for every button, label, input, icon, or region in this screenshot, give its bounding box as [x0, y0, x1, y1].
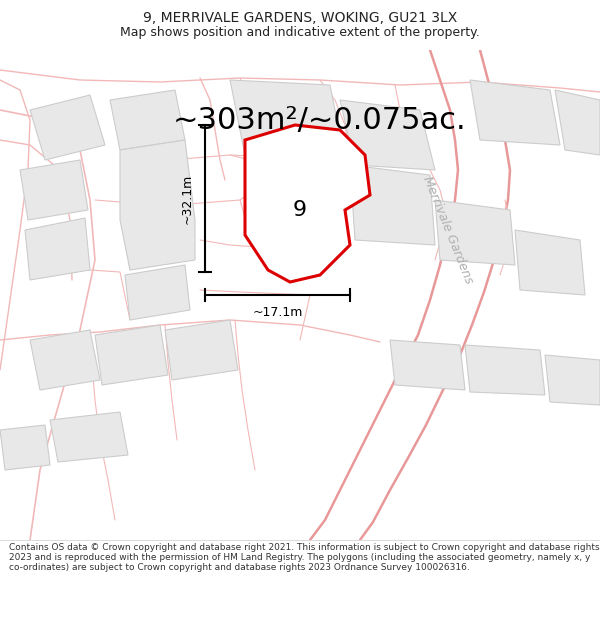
Polygon shape — [95, 325, 168, 385]
Polygon shape — [515, 230, 585, 295]
Polygon shape — [465, 345, 545, 395]
Polygon shape — [250, 160, 345, 240]
Polygon shape — [0, 425, 50, 470]
Text: Map shows position and indicative extent of the property.: Map shows position and indicative extent… — [120, 26, 480, 39]
Polygon shape — [30, 330, 100, 390]
Polygon shape — [25, 218, 90, 280]
Polygon shape — [230, 80, 345, 160]
Polygon shape — [20, 160, 88, 220]
Polygon shape — [470, 80, 560, 145]
Polygon shape — [340, 100, 435, 170]
Polygon shape — [555, 90, 600, 155]
Polygon shape — [50, 412, 128, 462]
Text: ~17.1m: ~17.1m — [253, 306, 302, 319]
Polygon shape — [545, 355, 600, 405]
Polygon shape — [110, 90, 185, 150]
Polygon shape — [165, 320, 238, 380]
Text: ~303m²/~0.075ac.: ~303m²/~0.075ac. — [173, 106, 467, 134]
Polygon shape — [30, 95, 105, 160]
Polygon shape — [350, 165, 435, 245]
Text: Merrivale Gardens: Merrivale Gardens — [421, 174, 476, 286]
Polygon shape — [245, 125, 370, 282]
Text: 9: 9 — [293, 200, 307, 220]
Polygon shape — [125, 265, 190, 320]
Text: 9, MERRIVALE GARDENS, WOKING, GU21 3LX: 9, MERRIVALE GARDENS, WOKING, GU21 3LX — [143, 11, 457, 25]
Polygon shape — [120, 140, 195, 270]
Polygon shape — [435, 200, 515, 265]
Text: ~32.1m: ~32.1m — [181, 173, 193, 224]
Polygon shape — [390, 340, 465, 390]
Text: Contains OS data © Crown copyright and database right 2021. This information is : Contains OS data © Crown copyright and d… — [9, 542, 599, 572]
